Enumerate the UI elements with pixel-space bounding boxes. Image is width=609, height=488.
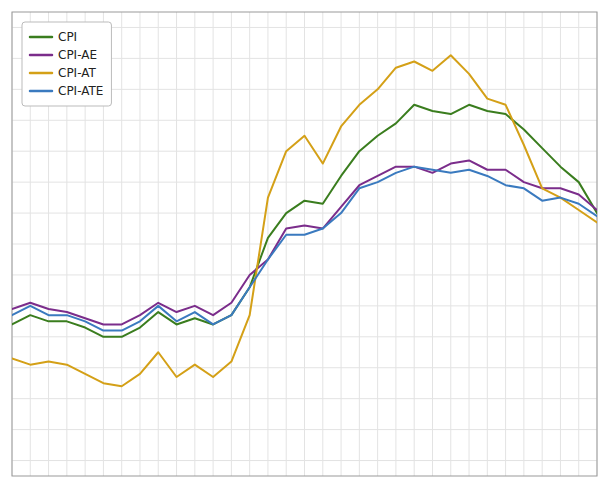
x-grid-line — [523, 12, 524, 476]
x-grid-line — [359, 12, 360, 476]
chart-container: CPI CPI-AE CPI-AT CPI-ATE — [0, 0, 609, 488]
legend-swatch — [30, 90, 52, 93]
x-grid-line — [213, 12, 214, 476]
x-grid-line — [322, 12, 323, 476]
x-grid-line — [414, 12, 415, 476]
legend-swatch — [30, 36, 52, 39]
x-grid-line — [249, 12, 250, 476]
x-grid-line — [194, 12, 195, 476]
plot-background — [12, 12, 597, 476]
legend: CPI CPI-AE CPI-AT CPI-ATE — [22, 22, 111, 106]
series-line — [12, 167, 597, 331]
legend-label: CPI-AT — [58, 66, 96, 80]
x-grid-line — [377, 12, 378, 476]
legend-label: CPI-ATE — [58, 84, 103, 98]
x-grid-line — [542, 12, 543, 476]
x-grid-line — [469, 12, 470, 476]
legend-swatch — [30, 54, 52, 57]
x-grid-line — [304, 12, 305, 476]
plot-frame — [12, 12, 597, 476]
series-line — [12, 105, 597, 337]
x-grid-line — [121, 12, 122, 476]
legend-box — [22, 22, 111, 106]
grid — [12, 12, 597, 476]
legend-label: CPI-AE — [58, 48, 97, 62]
x-grid-line — [231, 12, 232, 476]
x-grid-line — [505, 12, 506, 476]
x-grid-line — [341, 12, 342, 476]
legend-label: CPI — [58, 30, 77, 44]
x-grid-line — [560, 12, 561, 476]
x-grid-line — [158, 12, 159, 476]
x-grid-line — [450, 12, 451, 476]
x-grid-line — [176, 12, 177, 476]
x-grid-line — [487, 12, 488, 476]
x-grid-line — [139, 12, 140, 476]
legend-swatch — [30, 72, 52, 75]
x-grid-line — [267, 12, 268, 476]
x-grid-line — [578, 12, 579, 476]
x-grid-line — [286, 12, 287, 476]
chart: CPI CPI-AE CPI-AT CPI-ATE — [0, 0, 609, 488]
x-grid-line — [395, 12, 396, 476]
x-grid-line — [432, 12, 433, 476]
